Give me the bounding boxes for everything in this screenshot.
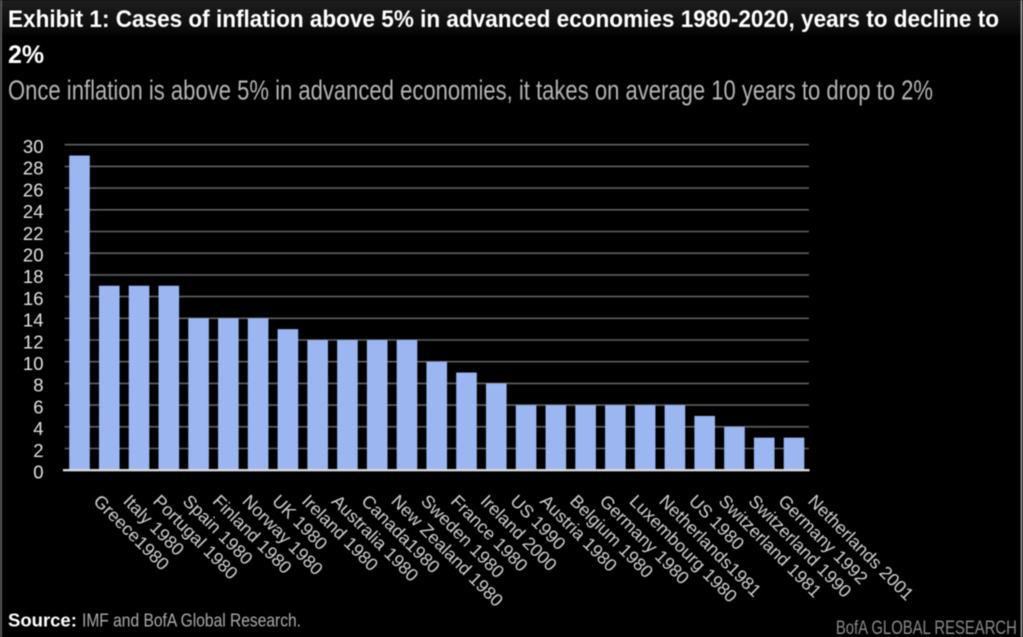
svg-text:30: 30 [23,136,44,157]
svg-text:Source:: Source: [8,610,77,631]
svg-text:26: 26 [23,179,44,200]
svg-text:14: 14 [23,310,44,331]
svg-text:4: 4 [33,418,43,439]
svg-text:0: 0 [33,462,43,483]
svg-text:6: 6 [33,396,43,417]
svg-text:2: 2 [33,440,43,461]
svg-text:12: 12 [23,331,44,352]
svg-text:10: 10 [23,353,44,374]
svg-text:22: 22 [23,223,44,244]
svg-text:18: 18 [23,266,44,287]
svg-text:28: 28 [23,158,44,179]
svg-text:Once inflation is above 5% in: Once inflation is above 5% in advanced e… [8,75,933,106]
svg-text:Exhibit 1: Cases of inflation: Exhibit 1: Cases of inflation above 5% i… [8,6,999,33]
svg-text:8: 8 [33,375,43,396]
svg-text:20: 20 [23,245,44,266]
svg-text:IMF and BofA Global Research.: IMF and BofA Global Research. [82,610,301,631]
svg-text:24: 24 [23,201,44,222]
svg-text:BofA GLOBAL RESEARCH: BofA GLOBAL RESEARCH [836,617,1017,637]
svg-text:2%: 2% [8,41,44,69]
svg-text:16: 16 [23,288,44,309]
